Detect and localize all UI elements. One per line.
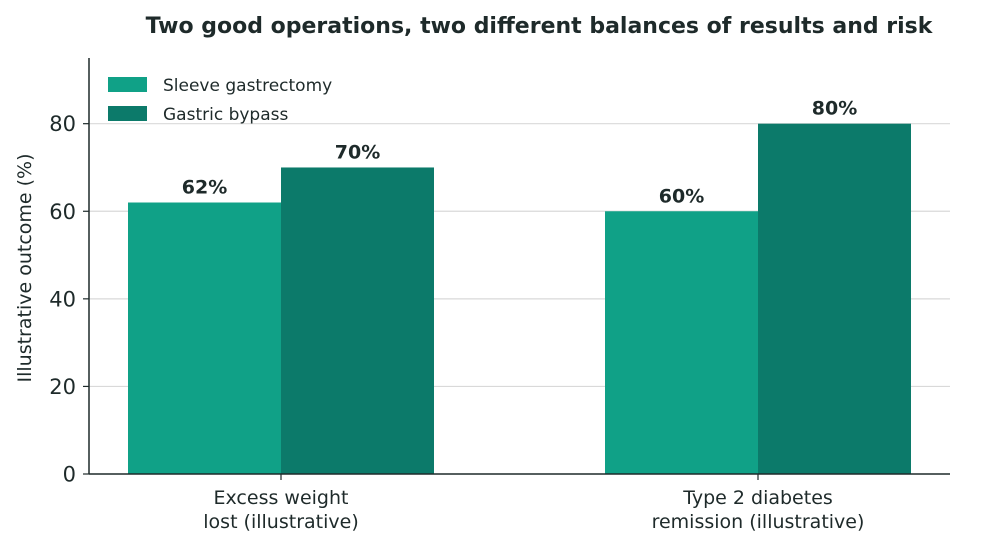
bars [128,123,911,475]
y-axis-label: Illustrative outcome (%) [14,153,36,382]
y-tick-label-80: 80 [49,112,76,136]
y-tick-label-20: 20 [49,375,76,399]
x-tick-label-1-line-1: remission (illustrative) [652,511,865,533]
legend-label-sleeve: Sleeve gastrectomy [163,76,332,96]
legend-swatch-sleeve [108,77,147,92]
x-tick-label-0-line-0: Excess weight [214,487,349,509]
data-label-sleeve-1: 60% [659,185,704,207]
legend-swatch-bypass [108,106,147,121]
data-label-bypass-1: 80% [812,98,857,120]
x-tick-label-1-line-0: Type 2 diabetes [682,487,833,509]
legend: Sleeve gastrectomy Gastric bypass [108,76,332,125]
bar-bypass-0 [281,167,434,474]
data-label-bypass-0: 70% [335,141,380,163]
y-tick-label-40: 40 [49,287,76,311]
data-label-sleeve-0: 62% [182,177,227,199]
chart-title: Two good operations, two different balan… [146,14,934,39]
data-labels: 62% 60% 70% 80% [182,98,857,208]
y-tick-label-60: 60 [49,200,76,224]
bar-sleeve-1 [605,211,758,474]
bar-bypass-1 [758,123,911,475]
legend-label-bypass: Gastric bypass [163,105,288,125]
bar-sleeve-0 [128,202,281,475]
y-tick-label-0: 0 [63,463,76,487]
x-tick-label-0-line-1: lost (illustrative) [203,511,358,533]
